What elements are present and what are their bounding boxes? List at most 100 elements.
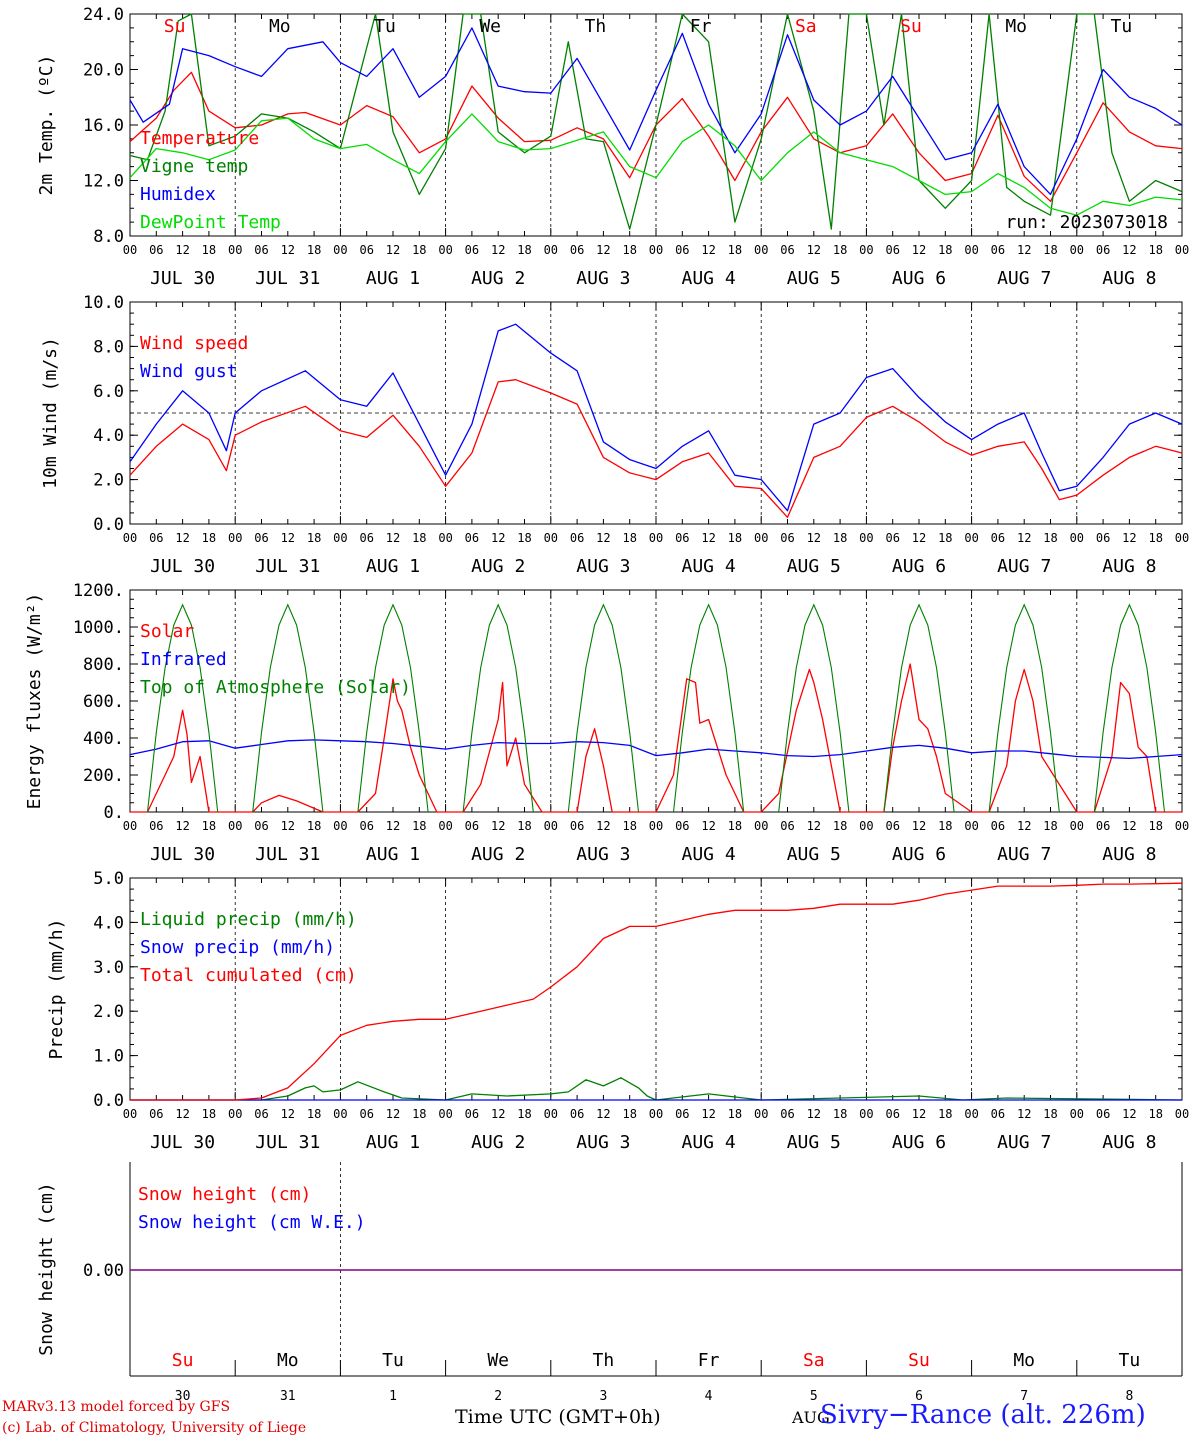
hour-tick-label: 06: [675, 819, 689, 833]
date-label: AUG 3: [576, 268, 630, 289]
hour-tick-label: 06: [780, 1107, 794, 1121]
hour-tick-label: 12: [491, 531, 505, 545]
infrared-line: [129, 739, 1183, 760]
date-label: AUG 5: [787, 556, 841, 577]
hour-tick-label: 12: [596, 819, 610, 833]
month-label: AUG: [792, 1408, 830, 1427]
dewpoint-line: [129, 113, 1183, 216]
legend-entry: Snow height (cm W.E.): [138, 1212, 366, 1233]
hour-tick-label: 00: [964, 531, 978, 545]
day-number-label: 7: [1020, 1389, 1028, 1404]
hour-tick-label: 18: [307, 531, 321, 545]
y-tick-label: 8.0: [93, 337, 124, 357]
toa-solar-line: [778, 603, 850, 813]
hour-tick-label: 06: [885, 819, 899, 833]
hour-tick-label: 12: [281, 531, 295, 545]
date-label: AUG 6: [892, 844, 946, 865]
hour-tick-label: 06: [359, 243, 373, 257]
hour-tick-label: 06: [570, 243, 584, 257]
date-label: AUG 6: [892, 556, 946, 577]
y-tick-label: 3.0: [93, 958, 124, 978]
hour-tick-label: 00: [964, 819, 978, 833]
y-tick-label: 16.0: [83, 116, 124, 136]
hour-tick-label: 18: [1148, 531, 1162, 545]
hour-tick-label: 00: [333, 819, 347, 833]
day-number-label: 3: [599, 1389, 607, 1404]
hour-tick-label: 06: [991, 819, 1005, 833]
hour-tick-label: 12: [807, 531, 821, 545]
weekday-label: Tu: [382, 1350, 404, 1371]
hour-tick-label: 18: [307, 1107, 321, 1121]
date-label: AUG 7: [997, 1132, 1051, 1153]
hour-tick-label: 06: [1096, 531, 1110, 545]
date-label: AUG 7: [997, 268, 1051, 289]
hour-tick-label: 00: [649, 243, 663, 257]
date-label: AUG 1: [366, 556, 420, 577]
hour-tick-label: 06: [570, 531, 584, 545]
x-axis-title: Time UTC (GMT+0h): [455, 1406, 661, 1428]
hour-tick-label: 18: [938, 1107, 952, 1121]
hour-tick-label: 06: [465, 819, 479, 833]
hour-tick-label: 18: [833, 243, 847, 257]
y-tick-label: 20.0: [83, 61, 124, 81]
hour-tick-label: 00: [438, 243, 452, 257]
toa-solar-line: [988, 603, 1060, 813]
date-label: AUG 1: [366, 844, 420, 865]
hour-tick-label: 00: [754, 819, 768, 833]
hour-tick-label: 00: [544, 819, 558, 833]
model-credit: MARv3.13 model forced by GFS: [2, 1399, 231, 1415]
hour-tick-label: 06: [359, 819, 373, 833]
hour-tick-label: 18: [517, 819, 531, 833]
hour-tick-label: 06: [359, 1107, 373, 1121]
hour-tick-label: 06: [570, 1107, 584, 1121]
toa-solar-line: [252, 603, 324, 813]
date-label: JUL 31: [255, 1132, 320, 1153]
hour-tick-label: 06: [885, 531, 899, 545]
hour-tick-label: 12: [596, 243, 610, 257]
hour-tick-label: 06: [149, 243, 163, 257]
toa-solar-line: [357, 603, 429, 813]
date-label: JUL 30: [150, 268, 215, 289]
weekday-label: Mo: [1005, 16, 1027, 37]
y-tick-label: 800.: [83, 655, 124, 675]
date-label: AUG 8: [1102, 556, 1156, 577]
lab-credit: (c) Lab. of Climatology, University of L…: [2, 1420, 307, 1436]
hour-tick-label: 00: [228, 243, 242, 257]
hour-tick-label: 18: [622, 819, 636, 833]
hour-tick-label: 18: [202, 1107, 216, 1121]
day-number-label: 4: [705, 1389, 713, 1404]
y-tick-label: 4.0: [93, 426, 124, 446]
y-tick-label: 0.0: [93, 1091, 124, 1111]
hour-tick-label: 12: [701, 531, 715, 545]
hour-tick-label: 06: [465, 1107, 479, 1121]
weekday-label: We: [479, 16, 501, 37]
weekday-label: Sa: [803, 1350, 825, 1371]
date-label: AUG 4: [682, 844, 736, 865]
hour-tick-label: 12: [281, 1107, 295, 1121]
hour-tick-label: 12: [1017, 1107, 1031, 1121]
hour-tick-label: 00: [859, 531, 873, 545]
hour-tick-label: 06: [780, 243, 794, 257]
day-number-label: 31: [280, 1389, 296, 1404]
y-tick-label: 400.: [83, 729, 124, 749]
day-number-label: 5: [810, 1389, 818, 1404]
toa-solar-line: [883, 603, 955, 813]
hour-tick-label: 00: [1070, 531, 1084, 545]
hour-tick-label: 12: [386, 531, 400, 545]
date-label: AUG 2: [471, 268, 525, 289]
y-tick-label: 6.0: [93, 382, 124, 402]
hour-tick-label: 18: [1148, 1107, 1162, 1121]
hour-tick-label: 06: [675, 1107, 689, 1121]
toa-solar-line: [1093, 603, 1166, 813]
y-tick-label: 12.0: [83, 172, 124, 192]
legend-entry: DewPoint Temp: [140, 212, 281, 233]
hour-tick-label: 06: [465, 243, 479, 257]
hour-tick-label: 12: [491, 1107, 505, 1121]
hour-tick-label: 00: [1175, 819, 1189, 833]
date-label: AUG 2: [471, 556, 525, 577]
legend-entry: Total cumulated (cm): [140, 965, 357, 986]
date-label: AUG 6: [892, 1132, 946, 1153]
y-tick-label: 2.0: [93, 471, 124, 491]
wind-gust-line: [129, 323, 1183, 512]
y-tick-label: 5.0: [93, 869, 124, 889]
